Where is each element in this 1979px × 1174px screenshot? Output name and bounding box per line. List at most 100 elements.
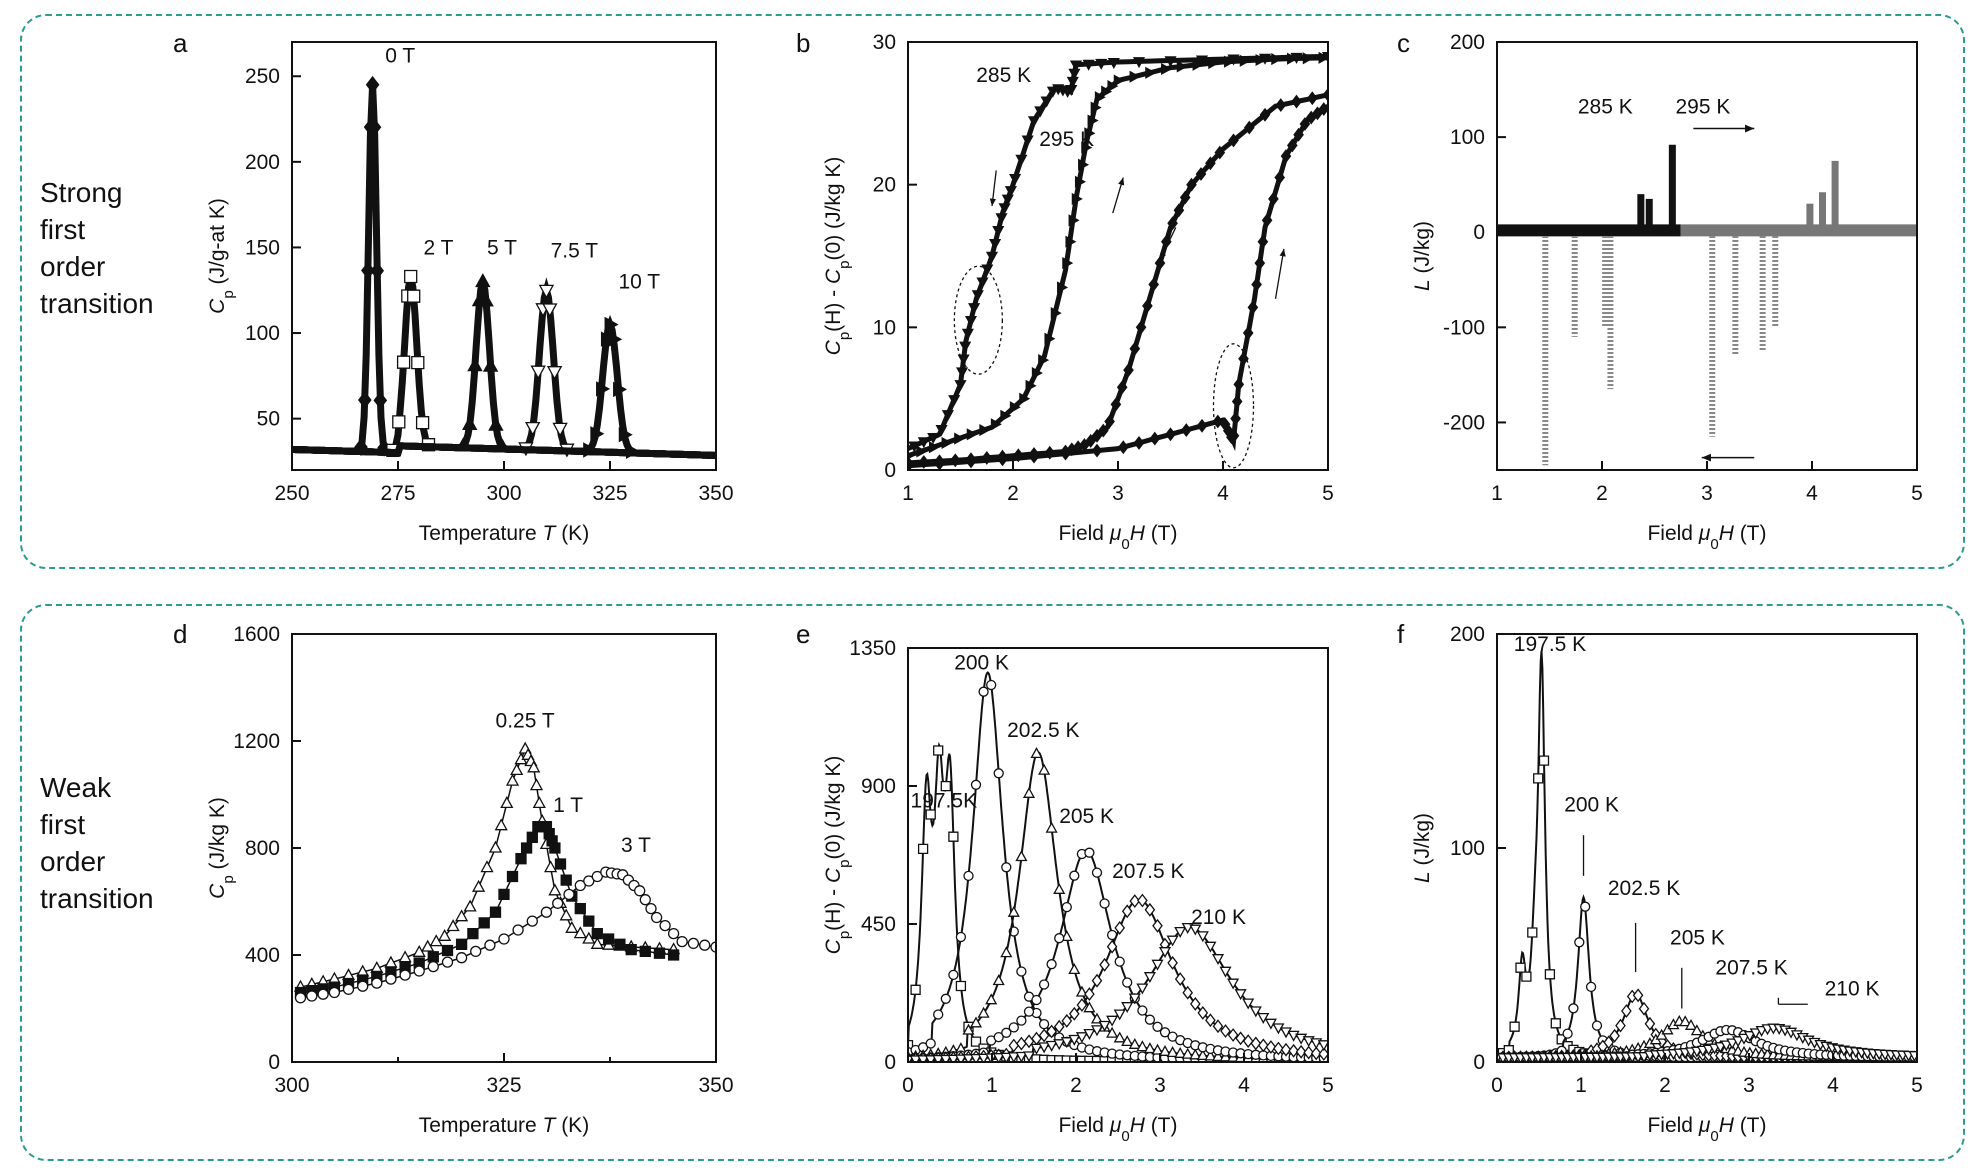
- x-tick-label: 5: [1322, 1074, 1334, 1097]
- data-point: [1261, 213, 1273, 228]
- data-point: [1113, 74, 1125, 87]
- data-point: [1015, 850, 1028, 862]
- data-point: [526, 915, 538, 927]
- data-point: [998, 203, 1011, 215]
- data-point: [538, 284, 555, 299]
- data-point: [1008, 1038, 1020, 1053]
- data-point: [650, 911, 663, 924]
- data-point: [954, 380, 967, 392]
- group-label-line: order: [40, 251, 106, 282]
- data-point: [962, 1023, 975, 1035]
- data-point: [1521, 971, 1532, 982]
- series-line: [292, 277, 716, 459]
- x-tick-label: 300: [486, 482, 521, 505]
- arrow-head: [1118, 177, 1125, 186]
- data-point: [602, 933, 615, 945]
- data-point: [404, 269, 418, 284]
- data-point: [959, 341, 972, 353]
- x-axis-label: Field μ0H (T): [1058, 522, 1177, 553]
- data-point: [1288, 1043, 1299, 1058]
- data-point: [1001, 194, 1014, 206]
- annotation-label: 210 K: [1191, 906, 1246, 929]
- data-point: [1632, 988, 1644, 1003]
- data-point: [933, 1009, 944, 1020]
- data-point: [957, 354, 970, 366]
- x-tick-label: 4: [1238, 1074, 1250, 1097]
- data-point: [941, 410, 954, 422]
- data-point: [1574, 937, 1585, 948]
- data-point: [328, 986, 341, 999]
- data-point: [530, 365, 546, 380]
- data-point: [1251, 277, 1262, 292]
- label-part: (0) (J/kg K): [822, 157, 845, 261]
- data-point: [1090, 1012, 1104, 1024]
- label-part: (H) -: [822, 883, 845, 931]
- data-point: [1084, 1055, 1095, 1062]
- data-point: [342, 983, 355, 995]
- data-point: [1257, 1038, 1269, 1053]
- data-point: [1143, 1042, 1156, 1054]
- y-tick-label: 0: [884, 1051, 896, 1074]
- data-point: [475, 273, 491, 288]
- data-point: [1046, 1024, 1057, 1039]
- data-point: [1045, 821, 1058, 833]
- data-point: [467, 357, 483, 372]
- data-point: [1106, 1015, 1119, 1027]
- label-part: p: [220, 875, 237, 883]
- data-point: [1121, 1035, 1134, 1047]
- data-point: [470, 945, 482, 958]
- data-point: [1205, 156, 1216, 171]
- plot-area-b: [908, 51, 1328, 470]
- data-point: [1154, 256, 1166, 271]
- data-point: [917, 437, 930, 449]
- data-point: [1166, 935, 1179, 947]
- plot-area-f: [1497, 650, 1917, 1062]
- data-point: [1030, 747, 1043, 759]
- data-point: [1189, 1048, 1202, 1060]
- data-point: [1287, 1030, 1300, 1042]
- data-point: [1106, 1026, 1119, 1038]
- data-point: [1076, 998, 1088, 1012]
- data-point: [1129, 894, 1141, 909]
- y-tick-label: -100: [1443, 316, 1485, 339]
- data-point: [1258, 53, 1272, 65]
- data-point: [1257, 234, 1269, 249]
- data-point: [1031, 1054, 1042, 1062]
- data-point: [1068, 1034, 1081, 1046]
- data-point: [1279, 1027, 1293, 1039]
- data-point: [1066, 76, 1079, 88]
- data-point: [1028, 447, 1040, 461]
- data-point: [441, 956, 454, 968]
- data-point: [995, 213, 1008, 225]
- data-point: [1275, 98, 1287, 113]
- x-tick-label: 4: [1806, 482, 1818, 505]
- data-point: [1303, 1045, 1315, 1060]
- data-point: [1061, 1055, 1072, 1062]
- data-point: [1009, 173, 1022, 185]
- data-point: [992, 1053, 1005, 1062]
- data-point: [1009, 401, 1021, 414]
- data-point: [396, 355, 411, 369]
- data-point: [294, 992, 307, 1004]
- label-part: C: [206, 298, 229, 314]
- data-point: [981, 450, 993, 465]
- data-point: [1189, 924, 1202, 936]
- label-part: C: [822, 867, 845, 883]
- label-part: T: [543, 522, 558, 545]
- group-label-line: Strong: [40, 177, 123, 208]
- arrow-line: [1274, 248, 1285, 299]
- label-part: 0: [1710, 1128, 1718, 1145]
- group-frame-weak: [20, 604, 1965, 1161]
- data-point: [1152, 1021, 1163, 1032]
- data-point: [1084, 127, 1096, 140]
- data-point: [1091, 973, 1103, 988]
- data-point: [1113, 1009, 1126, 1021]
- data-point: [1038, 354, 1050, 367]
- data-point: [415, 416, 430, 430]
- series-line: [908, 104, 1328, 469]
- data-point: [1228, 133, 1239, 148]
- data-point: [1219, 966, 1232, 978]
- data-point: [1638, 1001, 1650, 1016]
- data-point: [1228, 428, 1240, 443]
